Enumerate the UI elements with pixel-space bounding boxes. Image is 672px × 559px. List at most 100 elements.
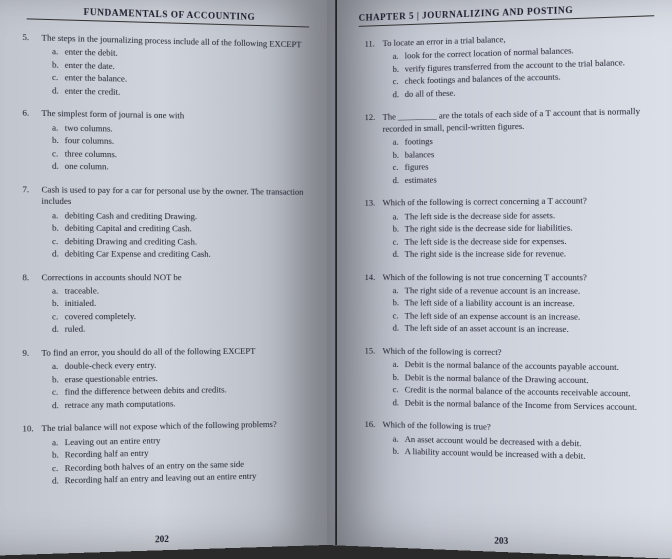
option: c.The left side of an expense account is… [393,310,655,323]
option-letter: b. [52,135,59,147]
right-page: CHAPTER 5 | JOURNALIZING AND POSTING 11.… [327,0,672,559]
question-number: 5. [22,32,29,44]
question-number: 16. [365,419,376,431]
option-letter: c. [393,310,399,322]
option-letter: c. [52,235,58,247]
option-letter: c. [52,72,58,84]
question-number: 10. [22,423,33,435]
option-letter: b. [52,450,59,462]
option-text: traceable. [65,285,99,295]
question: 5.The steps in the journalizing process … [27,32,309,102]
right-header: CHAPTER 5 | JOURNALIZING AND POSTING [359,2,655,27]
option: b.debiting Capital and crediting Cash. [52,223,309,236]
option-text: debiting Drawing and crediting Cash. [65,235,197,246]
option-letter: d. [393,323,399,335]
question-number: 14. [365,271,376,283]
option-letter: a. [52,437,58,449]
question-stem: Which of the following is not true conce… [383,271,655,283]
option-letter: d. [52,248,59,260]
option-text: The left side is the decrease side for a… [405,210,555,221]
option-letter: d. [393,89,399,101]
option-letter: c. [52,462,58,474]
option: b.initialed. [52,297,309,310]
option-text: balances [405,149,435,160]
option: b. The right side is the decrease side fo… [393,222,655,235]
option-letter: c. [52,387,58,399]
left-header: FUNDAMENTALS OF ACCOUNTING [27,5,309,28]
option: d. The left side of an asset account is a… [393,323,655,337]
question-number: 6. [22,108,29,120]
option-text: three columns. [65,148,117,159]
options: a.An asset account would be decreased wi… [383,433,655,464]
option-letter: c. [393,384,399,396]
option-text: debiting Cash and crediting Drawing. [65,210,197,221]
option-text: footings [405,136,433,147]
option-text: The left side is the decrease side for e… [405,235,567,246]
question: 13.Which of the following is correct con… [369,195,655,261]
question-number: 9. [22,347,29,359]
options: a. debiting Cash and crediting Drawing. b.… [41,210,309,261]
question-stem: Corrections in accounts should NOT be [41,271,309,283]
option-text: erase questionable entries. [65,373,158,384]
option-letter: a. [52,361,58,373]
options: a.The right side of a revenue account is… [383,285,655,337]
option-text: Leaving out an entire entry [65,435,161,447]
option-letter: b. [393,224,399,236]
option-text: Credit is the normal balance of the acco… [405,385,631,399]
option: c. debiting Drawing and crediting Cash. [52,235,309,248]
option-letter: a. [52,285,58,297]
question: 15.Which of the following is correct?a.D… [369,345,655,413]
option: a. The left side is the decrease side for… [393,209,655,223]
option-text: double-check every entry. [65,360,157,371]
left-pagenum: 202 [0,529,327,550]
option-letter: a. [393,211,399,223]
question-stem: The _________ are the totals of each sid… [383,106,655,135]
question-number: 15. [365,345,376,357]
question: 6.The simplest form of journal is one wi… [27,108,309,176]
option-letter: d. [393,175,399,187]
option-letter: a. [393,285,399,297]
option: d. debiting Car Expense and crediting Cas… [52,248,309,260]
option-text: The left side of an asset account is an … [405,323,569,335]
option-text: find the difference between debits and c… [65,385,227,397]
option-letter: c. [52,311,58,323]
question: 10.The trial balance will not expose whi… [27,418,309,487]
option-text: debiting Car Expense and crediting Cash. [65,248,211,259]
option-text: enter the credit. [65,85,121,96]
question-number: 13. [365,198,376,210]
option-letter: b. [52,59,59,71]
option-letter: a. [52,46,58,58]
options: a.footingsb.balancesc.figuresd.estimates [383,132,655,187]
option-letter: d. [52,161,59,173]
option-letter: b. [393,372,399,384]
option-letter: d. [52,85,59,97]
question-number: 8. [22,271,29,283]
option-letter: d. [52,475,59,487]
option-text: one column. [65,161,109,172]
option-text: do all of these. [405,87,456,98]
option-letter: a. [393,137,399,149]
option-text: four columns. [65,135,114,146]
right-pagenum: 203 [327,529,672,553]
option-text: covered completely. [65,311,136,322]
options: a.two columns.b.four columns.c.three col… [41,122,309,176]
option-letter: a. [52,210,58,222]
option-text: The right side is the decrease side for … [405,222,573,233]
option-text: Debit is the normal balance of the Drawi… [405,372,589,385]
option-letter: b. [52,374,59,386]
question-stem: Which of the following is correct concer… [383,195,655,210]
option-letter: b. [393,298,399,310]
option-letter: d. [393,249,399,261]
option-text: retrace any math computations. [65,398,176,410]
question: 16.Which of the following is true?a.An a… [369,419,655,464]
option-text: initialed. [65,298,96,308]
option-letter: c. [52,148,58,160]
option-text: Recording half an entry [65,448,149,460]
option: b.The left side of a liability account i… [393,298,655,311]
option-letter: d. [52,400,59,412]
question-stem: Cash is used to pay for a car for person… [41,184,309,210]
question: 8.Corrections in accounts should NOT bea… [27,271,309,336]
option-letter: b. [393,149,399,161]
option-letter: b. [393,64,399,76]
option-letter: a. [393,359,399,371]
